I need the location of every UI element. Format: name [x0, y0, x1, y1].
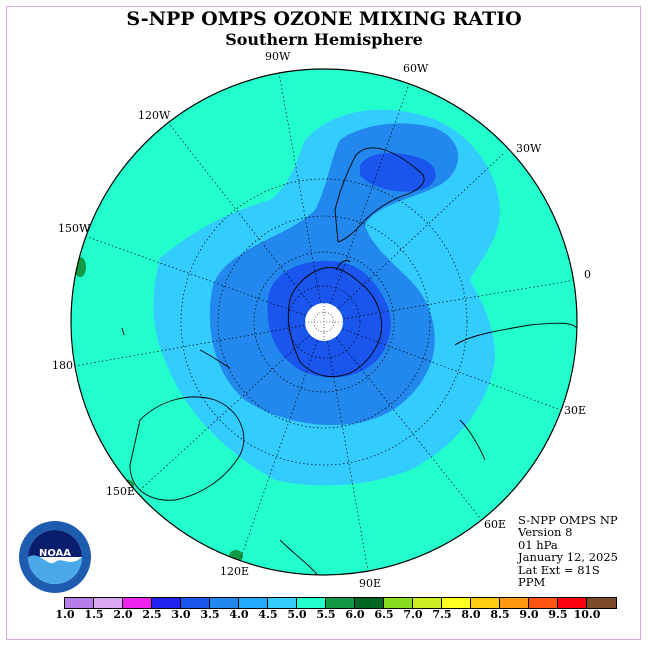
logo-text: NOAA: [39, 548, 71, 559]
colorbar-cell: [65, 598, 94, 608]
colorbar-tick-label: 6.5: [374, 608, 394, 621]
info-units: PPM: [518, 575, 546, 590]
lon-label-30e: 30E: [564, 404, 587, 417]
coastlines: [121, 147, 577, 575]
colorbar-tick-label: 1.5: [84, 608, 104, 621]
pole-hole-grid: [305, 303, 343, 341]
lon-label-0: 0: [584, 268, 591, 281]
lon-label-120e: 120E: [220, 565, 250, 578]
colorbar-cell: [558, 598, 587, 608]
info-block: S-NPP OMPS NP Version 8 01 hPa January 1…: [518, 513, 618, 590]
figure-frame: [6, 6, 641, 640]
meridians: [74, 72, 577, 572]
info-instrument: S-NPP OMPS NP: [518, 513, 618, 527]
chart-subtitle: Southern Hemisphere: [225, 30, 423, 49]
colorbar-cell: [239, 598, 268, 608]
lon-label-150e: 150E: [106, 485, 136, 498]
lon-label-150w: 150W: [58, 222, 91, 235]
noaa-logo: NOAA: [19, 521, 91, 593]
colorbar-tick-label: 7.5: [432, 608, 452, 621]
info-date: January 12, 2025: [518, 550, 618, 565]
colorbar-tick-label: 8.5: [490, 608, 510, 621]
colorbar-cell: [94, 598, 123, 608]
colorbar-tick-label: 2.5: [142, 608, 162, 621]
colorbar-cell: [384, 598, 413, 608]
ozone-spot-south: [229, 550, 243, 562]
colorbar-cell: [297, 598, 326, 608]
lon-label-90w: 90W: [265, 50, 291, 63]
map-boundary: [70, 68, 578, 576]
colorbar-cell: [210, 598, 239, 608]
lon-label-60e: 60E: [484, 518, 507, 531]
colorbar-tick-label: 4.0: [229, 608, 249, 621]
colorbar-cell: [471, 598, 500, 608]
info-level: 01 hPa: [518, 537, 558, 552]
colorbar-cell: [181, 598, 210, 608]
colorbar-cell: [326, 598, 355, 608]
info-version: Version 8: [518, 525, 573, 540]
lon-label-30w: 30W: [516, 142, 542, 155]
colorbar-tick-label: 6.0: [345, 608, 365, 621]
colorbar-tick-label: 5.0: [287, 608, 307, 621]
ozone-level-3.0-3.5-north: [360, 153, 436, 192]
colorbar-tick-label: 9.0: [519, 608, 539, 621]
colorbar-cell: [268, 598, 297, 608]
colorbar-ticks: 1.0 1.5 2.0 2.5 3.0 3.5 4.0 4.5 5.0 5.5 6.0 6.5 7.0 7…: [0, 608, 648, 622]
colorbar-cell: [123, 598, 152, 608]
colorbar-cell: [413, 598, 442, 608]
colorbar-cell: [442, 598, 471, 608]
lon-label-180: 180: [52, 359, 73, 372]
colorbar-tick-label: 9.5: [548, 608, 568, 621]
colorbar-tick-label: 3.5: [200, 608, 220, 621]
colorbar-tick-label: 4.5: [258, 608, 278, 621]
info-lat-ext: Lat Ext = 81S: [518, 562, 600, 577]
colorbar-cell: [355, 598, 384, 608]
lon-label-120w: 120W: [138, 109, 171, 122]
colorbar-tick-label: 2.0: [113, 608, 133, 621]
colorbar-cell: [587, 598, 616, 608]
colorbar-tick-label: 5.5: [316, 608, 336, 621]
lon-label-60w: 60W: [403, 62, 429, 75]
latitude-circles: [180, 178, 468, 466]
lon-label-90e: 90E: [359, 577, 382, 590]
colorbar-cell: [529, 598, 558, 608]
colorbar-tick-label: 7.0: [403, 608, 423, 621]
colorbar-tick-label: 10.0: [573, 608, 601, 621]
colorbar: [64, 597, 617, 609]
colorbar-tick-label: 8.0: [461, 608, 481, 621]
colorbar-tick-label: 3.0: [171, 608, 191, 621]
colorbar-cell: [500, 598, 529, 608]
colorbar-tick-label: 1.0: [55, 608, 75, 621]
chart-title: S-NPP OMPS OZONE MIXING RATIO: [126, 8, 522, 30]
colorbar-cell: [152, 598, 181, 608]
